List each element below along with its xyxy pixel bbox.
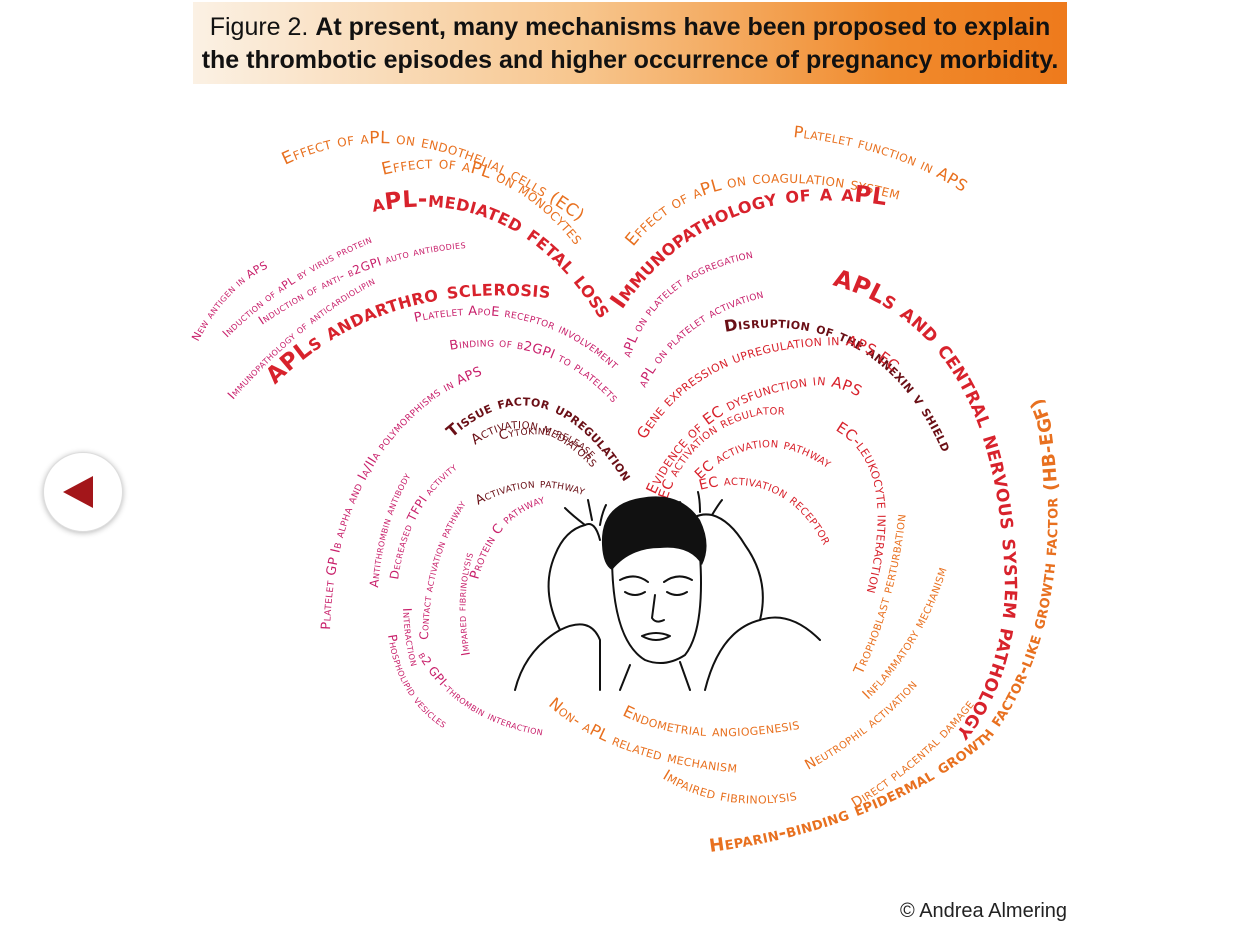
eyebrows bbox=[619, 575, 693, 583]
left-triangle-icon bbox=[63, 476, 93, 508]
figure-label: Figure 2. bbox=[209, 13, 309, 41]
copyright-credit: © Andrea Almering bbox=[900, 900, 1068, 922]
right-arm bbox=[687, 513, 764, 621]
confused-man-illustration bbox=[514, 491, 821, 691]
figure-title-line1: Figure 2. At present, many mechanisms ha… bbox=[193, 11, 1067, 44]
figure-title-text: At present, many mechanisms have been pr… bbox=[315, 13, 1051, 41]
neck bbox=[619, 661, 691, 691]
word-w39: Endometrial angiogenesis bbox=[620, 701, 801, 740]
figure-title-banner: Figure 2. At present, many mechanisms ha… bbox=[193, 2, 1067, 84]
left-shoulder bbox=[514, 623, 601, 691]
right-shoulder bbox=[704, 616, 821, 691]
left-arm bbox=[547, 523, 601, 631]
hair-shape bbox=[601, 496, 707, 570]
word-w24: EC-leukocyte interaction bbox=[833, 418, 892, 596]
back-button[interactable] bbox=[43, 452, 123, 532]
word-w17: APLs and central nervous system patholog… bbox=[830, 264, 1027, 747]
figure-title-line2: the thrombotic episodes and higher occur… bbox=[201, 46, 1059, 74]
eyes bbox=[624, 591, 688, 596]
word-w23: EC activation receptor bbox=[697, 473, 834, 548]
mouth bbox=[641, 632, 671, 641]
nose bbox=[651, 594, 665, 623]
face-outline bbox=[611, 554, 702, 665]
left-fingers bbox=[564, 499, 607, 526]
